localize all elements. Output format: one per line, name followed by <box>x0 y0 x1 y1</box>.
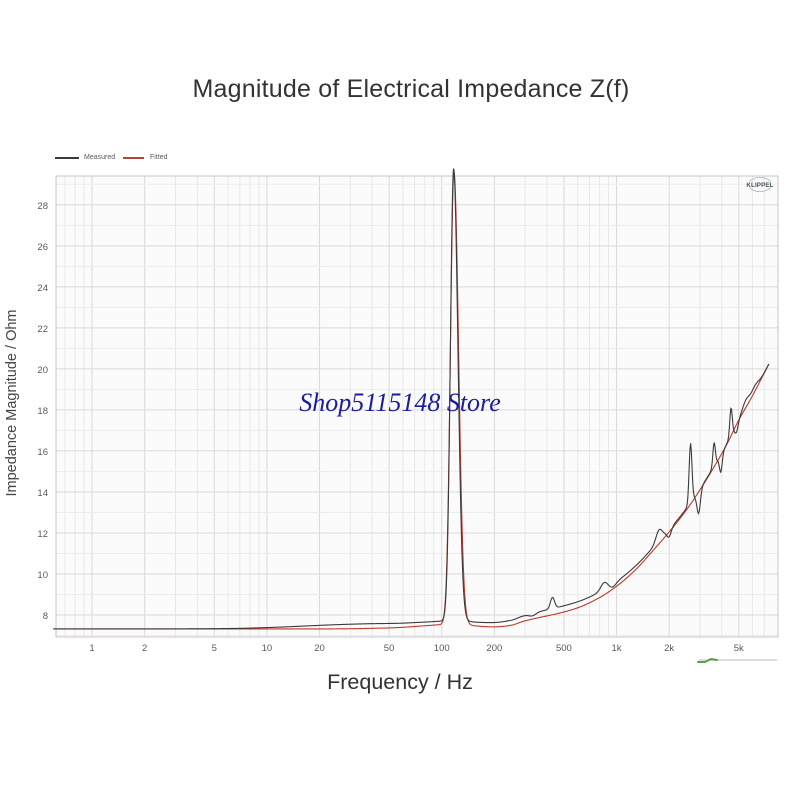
svg-text:1k: 1k <box>612 643 622 654</box>
svg-text:20: 20 <box>314 643 325 654</box>
svg-text:12: 12 <box>37 529 48 540</box>
svg-text:2: 2 <box>142 643 147 654</box>
svg-text:22: 22 <box>37 324 48 335</box>
svg-text:50: 50 <box>384 643 395 654</box>
svg-text:10: 10 <box>262 643 273 654</box>
svg-text:KLIPPEL: KLIPPEL <box>746 182 773 189</box>
svg-text:26: 26 <box>37 242 48 253</box>
svg-text:20: 20 <box>37 365 48 376</box>
svg-text:24: 24 <box>37 283 48 294</box>
svg-text:5: 5 <box>212 643 217 654</box>
svg-text:28: 28 <box>37 201 48 212</box>
svg-text:500: 500 <box>556 643 572 654</box>
svg-text:18: 18 <box>37 406 48 417</box>
svg-text:1: 1 <box>89 643 94 654</box>
svg-text:16: 16 <box>37 447 48 458</box>
svg-text:14: 14 <box>37 488 48 499</box>
svg-text:10: 10 <box>37 570 48 581</box>
svg-text:200: 200 <box>486 643 502 654</box>
svg-text:100: 100 <box>434 643 450 654</box>
svg-text:8: 8 <box>43 611 48 622</box>
svg-text:2k: 2k <box>664 643 674 654</box>
